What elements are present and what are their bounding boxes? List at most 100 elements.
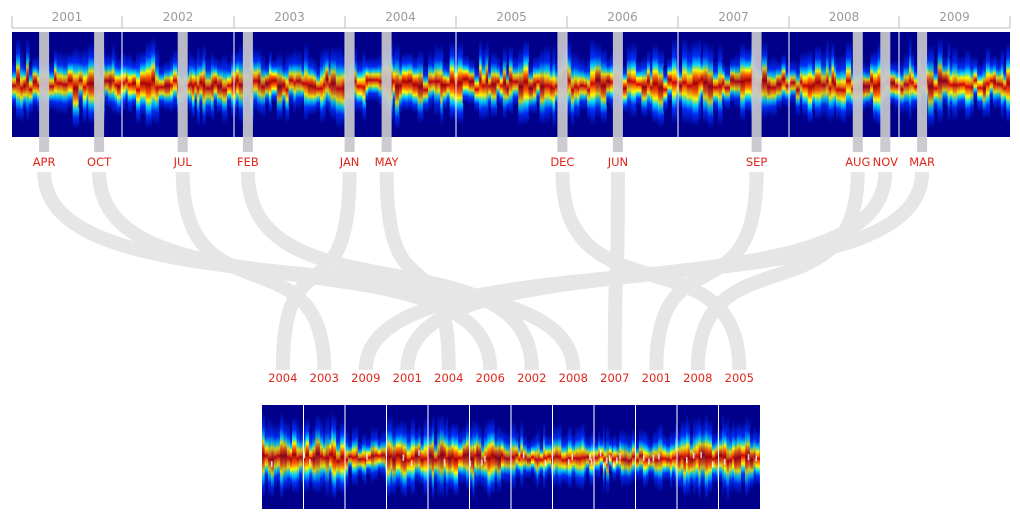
heatmap-column xyxy=(282,61,286,109)
heatmap-speckle xyxy=(648,458,650,465)
heatmap-column xyxy=(965,48,971,123)
month-highlight-bar[interactable] xyxy=(242,32,253,152)
heatmap-speckle xyxy=(602,462,605,469)
heatmap-column xyxy=(702,41,709,124)
month-highlight-bar[interactable] xyxy=(381,32,392,152)
heatmap-column xyxy=(552,44,556,130)
heatmap-column xyxy=(320,49,324,125)
selected-heatmap-column xyxy=(497,424,502,493)
heatmap-column xyxy=(570,49,575,128)
heatmap-speckle xyxy=(544,459,547,466)
selected-month-year-label: 2003 xyxy=(310,371,339,385)
heatmap-column xyxy=(217,58,223,115)
month-highlight-bar[interactable] xyxy=(751,32,762,152)
selected-heatmap-column xyxy=(632,427,636,484)
heatmap-column xyxy=(28,62,34,115)
heatmap-column xyxy=(568,39,572,119)
selected-heatmap-column xyxy=(575,425,580,489)
heatmap-column xyxy=(301,57,305,107)
month-highlight-bar[interactable] xyxy=(39,32,50,152)
month-label: MAR xyxy=(909,155,935,169)
heatmap-speckle xyxy=(567,459,570,466)
selected-heatmap-column xyxy=(386,415,391,499)
heatmap-column xyxy=(734,52,741,109)
heatmap-column xyxy=(985,45,991,119)
selected-heatmap-column xyxy=(490,417,495,495)
selected-heatmap-column xyxy=(718,428,723,484)
bottom-year-labels: 2004 2003 2009 2001 2004 2006 2002 2008 2007 2001… xyxy=(268,371,754,385)
heatmap-column xyxy=(825,38,830,121)
heatmap-column xyxy=(795,60,801,117)
heatmap-column xyxy=(172,48,178,110)
heatmap-column xyxy=(626,43,632,115)
selected-heatmap-column xyxy=(276,422,281,488)
heatmap-column xyxy=(802,51,809,118)
heatmap-column xyxy=(724,63,731,111)
month-highlight-bar[interactable] xyxy=(557,32,568,152)
selected-heatmap-column xyxy=(445,414,449,500)
selected-month-year-label: 2008 xyxy=(683,371,712,385)
heatmap-column xyxy=(960,55,966,112)
heatmap-column xyxy=(692,40,699,127)
heatmap-column xyxy=(449,41,455,121)
month-highlight-bar[interactable] xyxy=(880,32,891,152)
selected-heatmap-column xyxy=(460,428,463,486)
month-highlight-bar[interactable] xyxy=(94,32,105,152)
selected-heatmap-column xyxy=(630,431,633,486)
selected-heatmap-column xyxy=(410,416,415,497)
heatmap-column xyxy=(770,55,777,118)
heatmap-speckle xyxy=(303,452,305,459)
heatmap-column xyxy=(700,53,704,105)
heatmap-column xyxy=(378,52,384,108)
selected-heatmap-column xyxy=(665,435,671,482)
heatmap-column xyxy=(610,51,615,111)
heatmap-column xyxy=(834,53,837,114)
selected-heatmap-column xyxy=(565,431,569,487)
selected-heatmap-column xyxy=(557,422,562,490)
month-highlight-bar[interactable] xyxy=(852,32,863,152)
heatmap-column xyxy=(293,48,297,115)
heatmap-column xyxy=(995,56,1002,111)
month-highlight-bar[interactable] xyxy=(177,32,188,152)
selected-heatmap-column xyxy=(453,422,459,497)
heatmap-column xyxy=(831,41,835,121)
heatmap-column xyxy=(686,43,693,125)
selected-heatmap-column xyxy=(726,416,730,503)
heatmap-column xyxy=(328,52,332,116)
heatmap-column xyxy=(927,44,935,129)
month-label: NOV xyxy=(873,155,898,169)
heatmap-column xyxy=(518,47,524,127)
selected-heatmap-column xyxy=(753,424,756,486)
heatmap-column xyxy=(635,59,642,107)
selected-heatmap-column xyxy=(402,420,408,499)
heatmap-column xyxy=(428,50,433,111)
month-highlight-bar[interactable] xyxy=(612,32,623,152)
selected-heatmap-column xyxy=(315,413,321,495)
heatmap-column xyxy=(164,60,171,111)
heatmap-column xyxy=(722,60,725,106)
heatmap-column xyxy=(913,61,919,110)
heatmap-column xyxy=(392,51,396,110)
selected-heatmap-column xyxy=(271,420,275,499)
selected-heatmap-column xyxy=(420,433,424,486)
heatmap-column xyxy=(54,48,58,111)
selected-heatmap-column xyxy=(329,427,332,482)
heatmap-column xyxy=(417,49,424,124)
heatmap-speckle xyxy=(410,460,413,467)
heatmap-column xyxy=(189,49,193,117)
selected-heatmap-column xyxy=(433,431,438,487)
month-highlight-bar[interactable] xyxy=(917,32,928,152)
heatmap-column xyxy=(222,53,228,125)
heatmap-column xyxy=(265,61,270,106)
selected-heatmap-column xyxy=(620,428,624,488)
heatmap-column xyxy=(405,53,408,111)
month-label: JUN xyxy=(607,155,628,169)
selected-heatmap-column xyxy=(547,434,552,477)
month-highlight-bar[interactable] xyxy=(344,32,355,152)
year-label: 2007 xyxy=(718,10,749,24)
heatmap-column xyxy=(120,51,126,112)
heatmap-column xyxy=(238,42,245,125)
connection-ribbon xyxy=(379,171,456,371)
year-label: 2008 xyxy=(829,10,860,24)
